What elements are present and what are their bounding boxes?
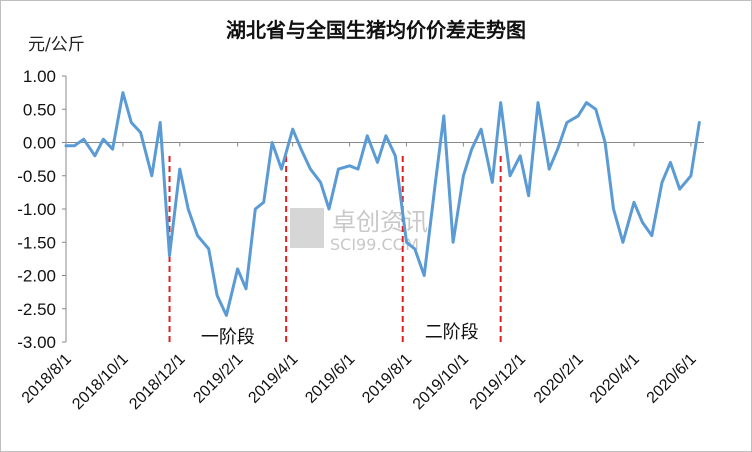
y-axis-unit-label: 元/公斤 bbox=[28, 35, 85, 55]
x-tick-label: 2019/10/1 bbox=[410, 351, 472, 413]
annotation-label: 一阶段 bbox=[201, 327, 255, 348]
x-tick-label: 2019/2/1 bbox=[190, 351, 246, 407]
x-tick-label: 2019/6/1 bbox=[302, 351, 358, 407]
y-tick-label: -2.50 bbox=[17, 300, 56, 319]
x-tick-label: 2018/10/1 bbox=[69, 351, 131, 413]
x-tick-label: 2019/8/1 bbox=[359, 351, 415, 407]
chart-title: 湖北省与全国生猪均价价差走势图 bbox=[226, 18, 526, 42]
y-tick-label: -1.00 bbox=[17, 200, 56, 219]
y-tick-label: -3.00 bbox=[17, 333, 56, 352]
y-tick-label: -0.50 bbox=[17, 167, 56, 186]
annotation-label: 二阶段 bbox=[425, 322, 479, 343]
x-tick-label: 2020/6/1 bbox=[644, 351, 700, 407]
x-tick-label: 2019/4/1 bbox=[245, 351, 301, 407]
watermark-subtext: SCI99.COM bbox=[330, 235, 419, 254]
x-tick-label: 2018/8/1 bbox=[19, 351, 75, 407]
watermark-text: 卓创资讯 bbox=[332, 208, 428, 236]
x-tick-label: 2020/2/1 bbox=[531, 351, 587, 407]
x-tick-label: 2018/12/1 bbox=[126, 351, 188, 413]
y-tick-label: 0.50 bbox=[23, 100, 56, 119]
x-tick-label: 2019/12/1 bbox=[467, 351, 529, 413]
watermark-logo bbox=[290, 208, 324, 248]
x-tick-label: 2020/4/1 bbox=[587, 351, 643, 407]
y-tick-label: 1.00 bbox=[23, 67, 56, 86]
y-tick-label: -2.00 bbox=[17, 267, 56, 286]
y-tick-label: 0.00 bbox=[23, 134, 56, 153]
series-line bbox=[64, 91, 701, 317]
y-tick-label: -1.50 bbox=[17, 233, 56, 252]
